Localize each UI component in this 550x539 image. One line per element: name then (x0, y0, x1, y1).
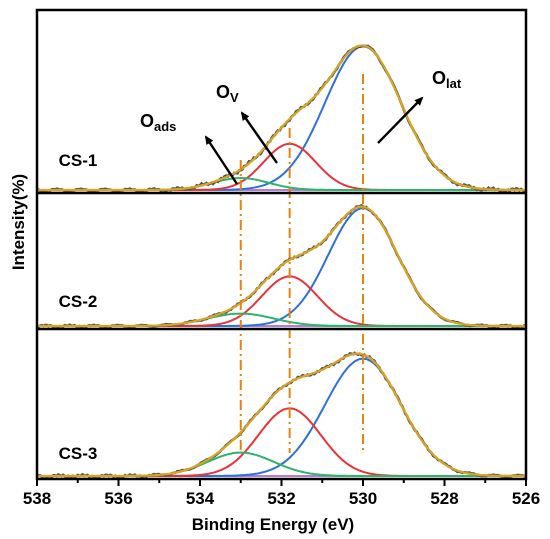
x-tick-label: 534 (186, 489, 215, 508)
annotation-oads-arrow (204, 135, 239, 185)
annotation-ov-base: O (216, 82, 230, 102)
annotation-ov-sub: V (230, 90, 239, 105)
annotation-oads-sub: ads (154, 119, 176, 134)
peak-o-ads (37, 312, 526, 327)
y-axis-label: Intensity(%) (9, 174, 28, 270)
x-tick-label: 532 (267, 489, 295, 508)
panel-label-cs3: CS-3 (59, 444, 98, 463)
x-tick-label: 530 (349, 489, 377, 508)
x-tick-label: 536 (104, 489, 132, 508)
panel-label-cs2: CS-2 (59, 292, 98, 311)
panels-layer (36, 44, 527, 480)
fit-envelope (37, 205, 526, 328)
annotation-oads: Oads (140, 111, 176, 134)
annotation-ov-arrow (240, 111, 278, 164)
peak-o-lat (37, 207, 526, 327)
raw-spectrum (37, 44, 527, 194)
panel-label-cs1: CS-1 (59, 151, 98, 170)
peak-o-lat (37, 357, 526, 477)
fit-envelope (37, 44, 526, 192)
annotation-ov: OV (216, 82, 239, 105)
annotation-olat-arrow (377, 96, 424, 144)
annotation-oads-base: O (140, 111, 154, 131)
x-tick-label: 538 (23, 489, 51, 508)
panel-cs-1 (37, 44, 527, 194)
annotation-olat-base: O (432, 68, 446, 88)
peak-o-lat (37, 45, 526, 191)
x-tick-label: 526 (512, 489, 540, 508)
peak-o-ads (37, 451, 526, 477)
panel-cs-2 (36, 203, 527, 329)
x-axis-label: Binding Energy (eV) (192, 515, 354, 534)
reference-lines (239, 74, 364, 453)
annotation-olat-sub: lat (446, 76, 462, 91)
fit-envelope (37, 352, 526, 478)
raw-spectrum (36, 351, 527, 480)
x-ticks: 538 536 534 532 530 528 526 (23, 479, 540, 508)
x-tick-label: 528 (430, 489, 458, 508)
panel-cs-3 (36, 351, 527, 480)
annotation-olat: Olat (432, 68, 462, 91)
